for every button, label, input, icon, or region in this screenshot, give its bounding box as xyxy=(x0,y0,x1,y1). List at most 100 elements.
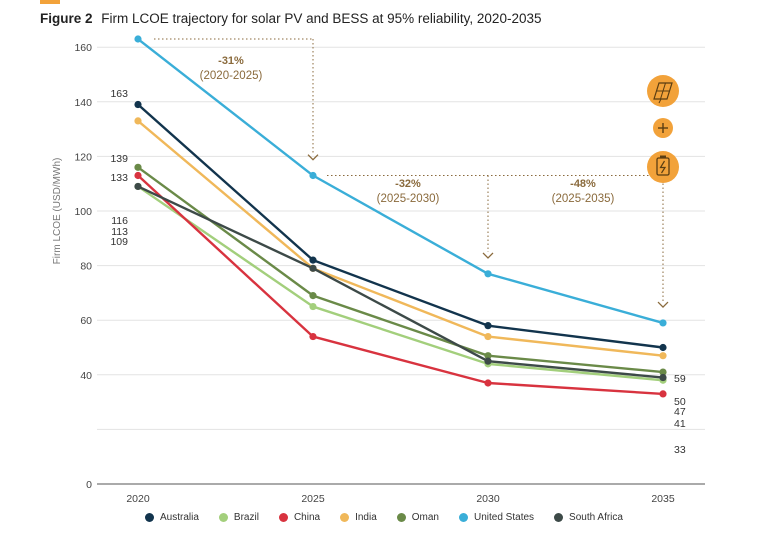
data-point xyxy=(309,332,317,341)
legend-item: United States xyxy=(459,512,534,523)
series-line-australia xyxy=(137,103,664,349)
legend-item: Oman xyxy=(396,512,439,523)
legend-item: India xyxy=(340,512,377,523)
series-line-oman xyxy=(137,166,664,374)
start-value-label: 163 xyxy=(110,88,128,100)
annotation-period: (2025-2030) xyxy=(377,193,440,205)
legend-label: Australia xyxy=(160,512,199,523)
legend-marker xyxy=(554,513,564,522)
legend-marker xyxy=(145,513,155,522)
data-point xyxy=(484,332,492,341)
figure-number: Figure 2 xyxy=(40,11,93,26)
end-value-label: 59 xyxy=(674,373,686,385)
data-point xyxy=(309,264,317,272)
start-value-label: 139 xyxy=(110,153,128,165)
data-point xyxy=(309,256,317,264)
annotations: -31% (2020-2025) -32% (2025-2030) -48% (2025-… xyxy=(154,38,669,309)
legend-label: United States xyxy=(474,512,535,523)
data-point xyxy=(484,322,492,330)
legend-marker xyxy=(218,513,228,522)
end-value-label: 33 xyxy=(674,444,686,456)
data-point xyxy=(309,171,317,180)
legend-item: China xyxy=(278,512,321,523)
y-tick-label: 80 xyxy=(80,261,92,273)
data-point xyxy=(134,163,142,171)
legend: Australia Brazil China India Oman United Stat… xyxy=(0,512,768,523)
annotation-period: (2025-2035) xyxy=(552,193,615,205)
data-point xyxy=(134,182,142,191)
data-point xyxy=(484,357,492,365)
y-tick-label: 120 xyxy=(74,151,92,163)
solar-panel-stand xyxy=(658,98,662,104)
x-tick-label: 2030 xyxy=(476,493,500,505)
battery-cap xyxy=(660,155,666,158)
legend-label: South Africa xyxy=(569,512,623,523)
data-point xyxy=(309,292,317,300)
y-tick-label: 160 xyxy=(74,42,92,54)
end-value-label: 50 xyxy=(674,396,686,408)
start-value-label: 109 xyxy=(110,236,128,248)
y-tick-label: 140 xyxy=(74,97,92,109)
legend-marker xyxy=(396,513,406,522)
y-tick-label: 60 xyxy=(80,315,92,327)
arrow-head xyxy=(657,301,669,309)
annotation-percent: -32% xyxy=(395,178,421,190)
legend-label: China xyxy=(293,512,321,523)
data-point xyxy=(659,390,667,398)
legend-item: South Africa xyxy=(554,512,623,523)
x-tick-label: 2025 xyxy=(301,493,325,505)
data-point xyxy=(659,319,667,327)
start-value-label: 113 xyxy=(111,226,128,238)
series-line-brazil xyxy=(137,185,664,382)
technology-icons xyxy=(647,75,679,183)
start-value-label: 116 xyxy=(111,215,128,227)
solar-panel-frame xyxy=(653,82,673,100)
data-point xyxy=(484,270,492,278)
annotation-period: (2020-2025) xyxy=(200,70,263,82)
legend-label: India xyxy=(355,512,377,523)
series-line-united-states xyxy=(137,38,664,325)
battery-bolt xyxy=(659,160,667,174)
data-point xyxy=(484,379,492,387)
data-point xyxy=(659,352,667,360)
y-tick-label: 0 xyxy=(86,479,92,491)
y-tick-label: 40 xyxy=(80,370,92,382)
figure-title-text: Firm LCOE trajectory for solar PV and BE… xyxy=(101,11,542,26)
data-point xyxy=(134,117,142,125)
end-value-label: 41 xyxy=(674,418,686,430)
arrow-head xyxy=(482,252,494,259)
y-tick-label: 100 xyxy=(74,206,92,218)
series-line-china xyxy=(137,174,664,396)
data-point xyxy=(659,373,667,382)
data-point xyxy=(309,302,317,311)
end-value-label: 47 xyxy=(674,406,686,418)
solar-panel-grid xyxy=(660,82,666,100)
series-line-south-africa xyxy=(137,185,664,379)
arrow-head xyxy=(307,154,319,161)
start-value-label: 133 xyxy=(110,172,128,184)
legend-marker xyxy=(278,513,288,522)
legend-label: Brazil xyxy=(233,512,259,523)
data-point xyxy=(659,368,667,376)
legend-label: Oman xyxy=(411,512,439,523)
legend-marker xyxy=(340,513,350,522)
series-line-india xyxy=(137,119,664,357)
data-point xyxy=(134,171,142,180)
data-point xyxy=(484,352,492,360)
data-point xyxy=(134,35,142,43)
x-tick-label: 2020 xyxy=(126,493,150,505)
axes: 0 40 60 80 100 120 140 160 2020 2025 2030 2035 Firm … xyxy=(52,42,705,505)
data-point xyxy=(659,343,667,352)
annotation-percent: -48% xyxy=(570,178,596,190)
data-point xyxy=(134,100,142,109)
title-accent-bar xyxy=(40,0,60,4)
y-axis-label: Firm LCOE (USD/MWh) xyxy=(52,158,63,265)
x-tick-label: 2035 xyxy=(651,493,675,505)
series-lines xyxy=(134,35,667,398)
figure-title: Figure 2 Firm LCOE trajectory for solar … xyxy=(40,11,541,26)
legend-item: Brazil xyxy=(218,512,259,523)
legend-marker xyxy=(459,513,468,522)
annotation-percent: -31% xyxy=(218,55,244,67)
